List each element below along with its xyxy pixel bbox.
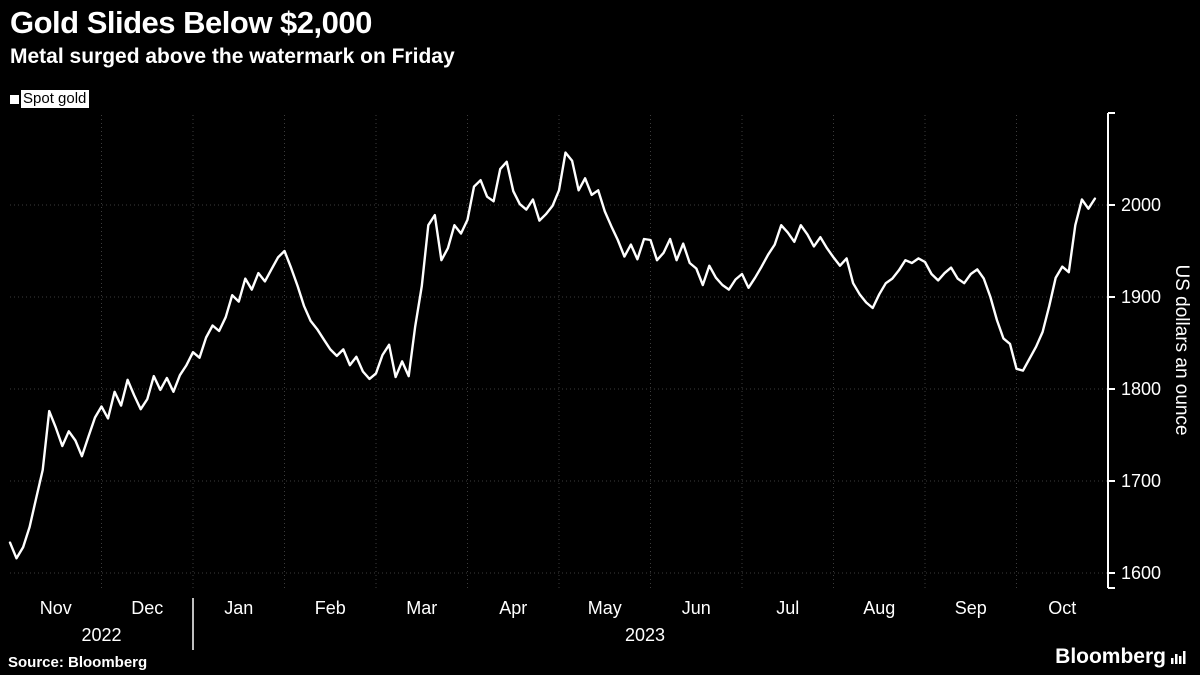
- y-tick-label: 2000: [1121, 195, 1161, 215]
- y-tick-label: 1600: [1121, 563, 1161, 583]
- y-tick-label: 1800: [1121, 379, 1161, 399]
- year-label: 2023: [625, 625, 665, 645]
- source-note: Source: Bloomberg: [8, 654, 148, 671]
- y-axis-title: US dollars an ounce: [1171, 264, 1192, 435]
- bloomberg-logo-text: Bloomberg: [1055, 645, 1166, 668]
- chart-subtitle: Metal surged above the watermark on Frid…: [10, 45, 455, 68]
- legend-label: Spot gold: [21, 90, 90, 108]
- month-label: Jun: [682, 598, 711, 618]
- month-label: Nov: [40, 598, 72, 618]
- month-label: Jan: [224, 598, 253, 618]
- month-label: Apr: [499, 598, 527, 618]
- month-label: Mar: [406, 598, 437, 618]
- bloomberg-logo: Bloomberg: [1055, 645, 1186, 669]
- month-label: Aug: [863, 598, 895, 618]
- legend: Spot gold: [10, 90, 90, 108]
- chart-title: Gold Slides Below $2,000: [10, 5, 372, 40]
- y-tick-label: 1700: [1121, 471, 1161, 491]
- month-label: Feb: [315, 598, 346, 618]
- price-line: [8, 151, 1097, 560]
- y-tick-label: 1900: [1121, 287, 1161, 307]
- bloomberg-chart-icon: [1171, 651, 1186, 664]
- month-label: May: [588, 598, 622, 618]
- legend-marker-icon: [10, 94, 19, 104]
- month-label: Oct: [1048, 598, 1076, 618]
- month-label: Jul: [776, 598, 799, 618]
- month-label: Sep: [955, 598, 987, 618]
- month-label: Dec: [131, 598, 163, 618]
- year-label: 2022: [81, 625, 121, 645]
